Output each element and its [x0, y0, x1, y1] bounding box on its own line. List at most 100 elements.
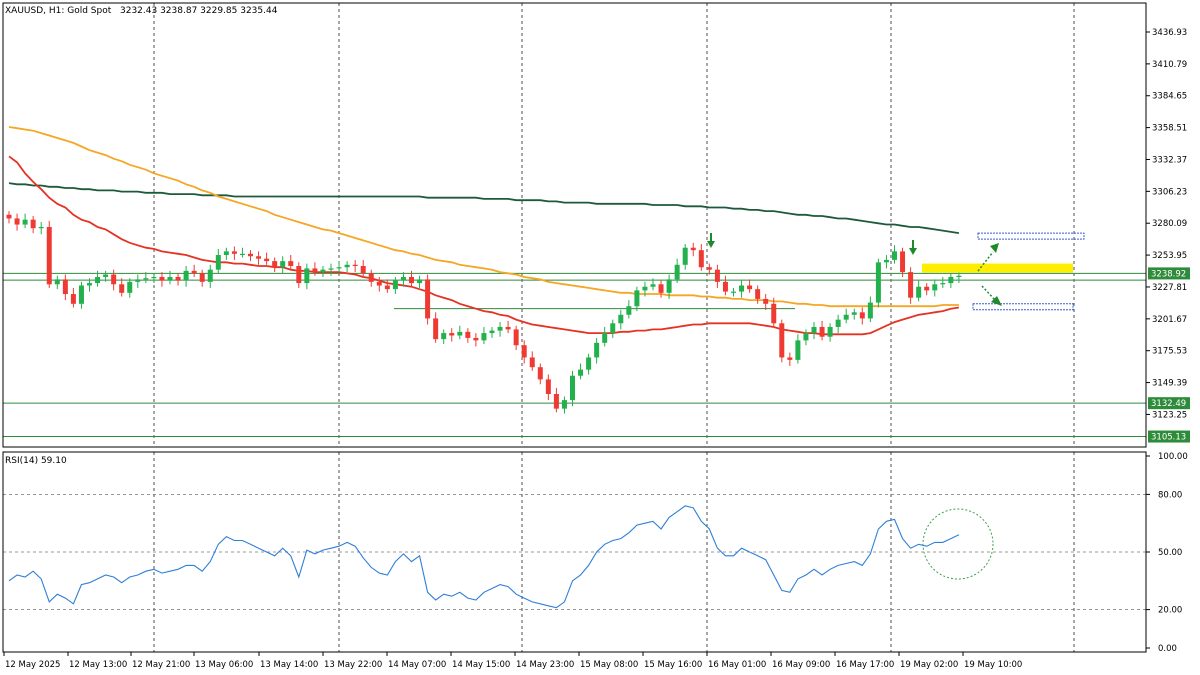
- target-box-upper: [977, 232, 1085, 240]
- rsi-tick-label: 100.00: [1158, 452, 1188, 462]
- rsi-tick-label: 0.00: [1158, 644, 1177, 654]
- price-tick-label: 3253.95: [1152, 251, 1187, 261]
- ma-fast-line: [8, 155, 960, 336]
- candle-body: [6, 214, 12, 219]
- candle-body: [111, 274, 117, 285]
- candle-body: [239, 253, 245, 256]
- price-tick-label: 3384.65: [1152, 92, 1187, 102]
- ma-slow-line: [8, 182, 960, 234]
- candle-body: [409, 276, 414, 284]
- time-tick-label: 16 May 01:00: [708, 660, 766, 670]
- candle-body: [570, 375, 575, 401]
- candle-body: [787, 357, 793, 360]
- candle-body: [537, 367, 543, 380]
- candle-body: [900, 251, 906, 273]
- time-tick-label: 13 May 14:00: [260, 660, 318, 670]
- candle-body: [843, 314, 849, 320]
- candle-body: [835, 319, 841, 327]
- candle-body: [956, 275, 962, 277]
- price-tick-label: 3306.23: [1152, 187, 1187, 197]
- candle-body: [497, 326, 503, 331]
- candle-body: [610, 323, 616, 334]
- rsi-line: [8, 505, 960, 609]
- candle-body: [384, 285, 390, 290]
- time-tick-label: 14 May 15:00: [452, 660, 510, 670]
- rsi-panel: [3, 493, 1146, 610]
- candle-body: [883, 259, 889, 263]
- candle-body: [561, 400, 567, 409]
- candle-body: [932, 284, 938, 291]
- time-tick-label: 14 May 23:00: [516, 660, 574, 670]
- candle-body: [272, 261, 278, 268]
- time-tick-label: 14 May 07:00: [388, 660, 446, 670]
- candle-body: [328, 268, 334, 270]
- highlight-zone: [922, 263, 1073, 273]
- candle-body: [199, 273, 205, 282]
- price-tick-label: 3436.93: [1152, 28, 1187, 38]
- current-price-tag: 3238.92: [1151, 269, 1186, 279]
- candle-body: [95, 276, 101, 284]
- candle-body: [344, 264, 350, 268]
- time-tick-label: 12 May 2025: [5, 660, 60, 670]
- candle-body: [127, 281, 133, 293]
- target-box-lower: [972, 303, 1074, 311]
- candle-body: [658, 284, 664, 293]
- candle-body: [360, 266, 366, 274]
- candle-body: [666, 279, 672, 293]
- candle-body: [731, 291, 736, 293]
- candle-body: [320, 269, 326, 273]
- candle-body: [851, 312, 857, 315]
- candle-body: [867, 302, 873, 319]
- candle-body: [771, 303, 777, 324]
- candle-body: [827, 326, 833, 337]
- moving-averages: [8, 126, 960, 336]
- candle-body: [875, 262, 881, 303]
- down-arrow-2-head: [909, 248, 917, 255]
- candle-body: [465, 331, 471, 338]
- level-tag-0: 3132.49: [1151, 399, 1186, 409]
- candle-body: [336, 267, 342, 269]
- candle-body: [207, 269, 213, 282]
- candle-body: [553, 394, 559, 409]
- chart-ohlc: 3232.43 3238.87 3229.85 3235.44: [120, 6, 278, 16]
- rsi-tick-label: 80.00: [1158, 490, 1182, 500]
- time-tick-label: 13 May 06:00: [195, 660, 253, 670]
- candle-body: [618, 314, 624, 324]
- candle-body: [143, 278, 149, 280]
- candle-body: [457, 331, 463, 336]
- candle-body: [916, 286, 922, 298]
- candle-body: [119, 284, 125, 293]
- candle-body: [473, 337, 479, 341]
- price-tick-label: 3123.25: [1152, 410, 1187, 420]
- candle-body: [948, 276, 954, 284]
- rsi-highlight-circle: [922, 508, 994, 580]
- candle-body: [441, 333, 447, 340]
- time-tick-label: 15 May 08:00: [580, 660, 638, 670]
- candle-body: [62, 279, 68, 295]
- price-tick-label: 3332.37: [1152, 155, 1187, 165]
- level-tag-1: 3105.13: [1151, 433, 1186, 443]
- candle-body: [248, 253, 253, 257]
- up-arrow-head: [990, 243, 999, 253]
- candle-body: [376, 281, 382, 286]
- candle-body: [586, 357, 592, 370]
- candle-body: [642, 286, 648, 291]
- candle-body: [30, 219, 36, 229]
- candle-body: [819, 326, 825, 337]
- price-tick-label: 3175.53: [1152, 347, 1187, 357]
- candle-body: [368, 273, 374, 282]
- candle-body: [674, 264, 680, 280]
- candle-body: [545, 379, 551, 395]
- candle-body: [223, 251, 229, 256]
- candle-body: [256, 256, 262, 259]
- candle-body: [135, 279, 141, 282]
- candle-body: [706, 267, 712, 270]
- time-tick-label: 19 May 10:00: [964, 660, 1022, 670]
- candle-body: [763, 298, 769, 304]
- time-tick-label: 15 May 16:00: [644, 660, 702, 670]
- candle-body: [682, 247, 688, 265]
- level-tag-1-bg: [1148, 430, 1190, 443]
- candle-body: [54, 279, 60, 285]
- candle-body: [296, 266, 302, 284]
